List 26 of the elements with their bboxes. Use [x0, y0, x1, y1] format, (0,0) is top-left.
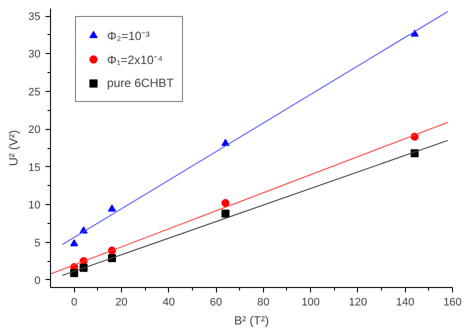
- x-tick-label: 100: [301, 296, 320, 308]
- x-tick-label: 80: [257, 296, 270, 308]
- x-axis-title: B² (T²): [234, 314, 269, 328]
- y-tick-label: 10: [28, 200, 41, 212]
- x-tick-label: 120: [348, 296, 368, 308]
- x-tick-label: 60: [210, 296, 222, 308]
- y-tick-label: 5: [34, 237, 41, 250]
- x-tick-label: 40: [162, 296, 175, 308]
- legend-label: pure 6CHBT: [107, 76, 174, 90]
- x-tick-label: 0: [71, 296, 78, 308]
- y-tick-label: 20: [28, 124, 41, 136]
- legend-label: Φ₂=10⁻³: [107, 28, 150, 44]
- x-tick-label: 160: [443, 296, 462, 308]
- point: [70, 239, 78, 246]
- point: [108, 204, 116, 212]
- x-tick-label: 20: [115, 296, 128, 308]
- y-axis-title: U² (V²): [6, 130, 20, 166]
- y-tick-label: 25: [28, 86, 41, 98]
- y-tick-label: 15: [28, 162, 41, 174]
- y-tick-label: 35: [28, 11, 41, 24]
- y-tick-label: 30: [28, 48, 41, 61]
- point: [221, 210, 230, 218]
- point: [221, 199, 230, 208]
- x-tick-label: 140: [396, 296, 414, 308]
- legend-label: Φ₁=2x10⁻⁴: [107, 52, 163, 68]
- y-tick-label: 0: [34, 274, 41, 287]
